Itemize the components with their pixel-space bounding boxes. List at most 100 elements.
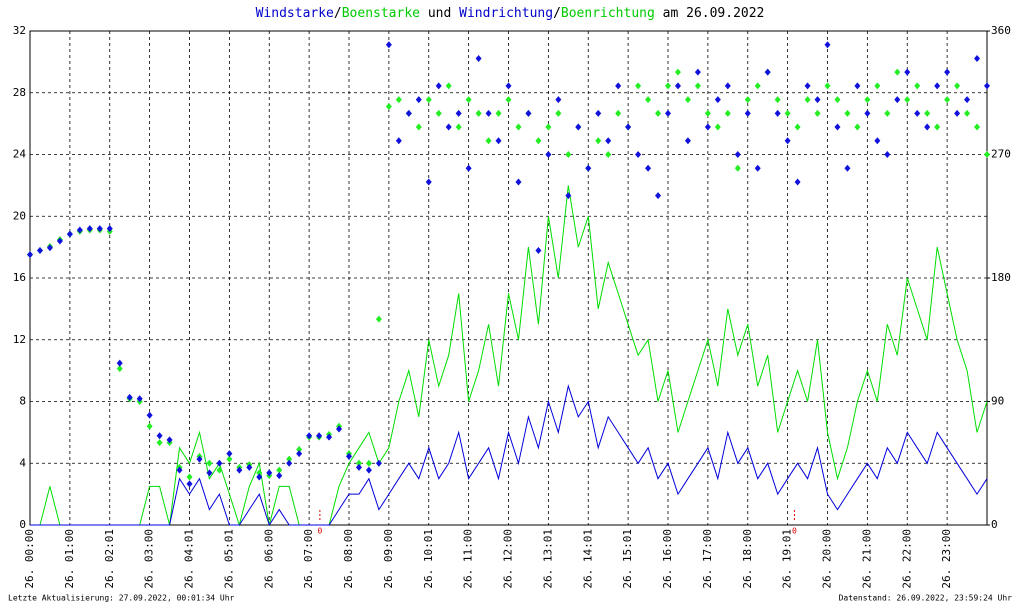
direction-point <box>485 137 492 145</box>
x-tick-label: 26. 20:00 <box>821 529 834 589</box>
direction-point <box>435 109 442 117</box>
direction-point <box>86 225 93 233</box>
direction-point <box>764 68 771 76</box>
y-tick-label: 28 <box>13 86 26 99</box>
direction-point <box>385 41 392 49</box>
x-tick-label: 26. 22:00 <box>900 529 913 589</box>
y-tick-label: 4 <box>19 456 26 469</box>
direction-point <box>934 82 941 90</box>
direction-point <box>276 472 283 480</box>
x-tick-label: 26. 21:00 <box>860 529 873 589</box>
direction-point <box>485 109 492 117</box>
direction-point <box>615 109 622 117</box>
title-part: Boenrichtung <box>561 6 655 21</box>
direction-point <box>954 82 961 90</box>
direction-point <box>535 247 542 255</box>
direction-point <box>505 96 512 104</box>
direction-point <box>954 109 961 117</box>
direction-point <box>864 96 871 104</box>
direction-point <box>545 123 552 131</box>
direction-point <box>575 123 582 131</box>
direction-point <box>605 151 612 158</box>
direction-point <box>684 137 691 145</box>
direction-point <box>724 82 731 90</box>
direction-point <box>136 395 143 403</box>
direction-point <box>475 109 482 117</box>
x-tick-label: 26. 14:01 <box>581 529 594 589</box>
direction-point <box>415 123 422 131</box>
direction-point <box>984 151 990 158</box>
direction-point <box>116 365 123 373</box>
title-part: Boenstarke <box>342 6 420 21</box>
direction-point <box>914 109 921 117</box>
direction-point <box>744 96 751 104</box>
direction-point <box>355 463 362 471</box>
direction-point <box>66 230 73 238</box>
x-tick-label: 26. 05:01 <box>222 529 235 589</box>
x-tick-label: 26. 12:00 <box>502 529 515 589</box>
direction-point <box>934 123 941 131</box>
direction-point <box>655 192 662 200</box>
direction-point <box>445 82 452 90</box>
x-tick-label: 26. 03:00 <box>143 529 156 589</box>
direction-point <box>156 432 163 440</box>
direction-point <box>844 109 851 117</box>
direction-point <box>226 450 233 458</box>
y-tick-label: 24 <box>13 148 27 161</box>
x-tick-label: 26. 17:00 <box>701 529 714 589</box>
direction-point <box>814 109 821 117</box>
direction-point <box>385 102 392 110</box>
direction-point <box>635 151 642 158</box>
direction-point <box>784 109 791 117</box>
x-tick-label: 26. 06:00 <box>262 529 275 589</box>
direction-point <box>565 192 572 200</box>
direction-point <box>306 432 313 440</box>
direction-point <box>256 473 263 481</box>
direction-point <box>316 432 323 440</box>
direction-point <box>854 82 861 90</box>
direction-point <box>286 455 293 463</box>
direction-point <box>246 463 253 471</box>
direction-point <box>515 123 522 131</box>
direction-point <box>964 96 971 104</box>
series-line <box>30 185 988 527</box>
direction-point <box>56 237 63 245</box>
direction-point <box>924 123 931 131</box>
x-tick-label: 26. 07:00 <box>302 529 315 589</box>
direction-point <box>824 41 831 49</box>
direction-point <box>296 446 303 454</box>
direction-point <box>286 459 293 467</box>
direction-point <box>355 459 362 467</box>
direction-point <box>595 109 602 117</box>
direction-point <box>445 123 452 131</box>
direction-point <box>395 96 402 104</box>
y-tick-label: 32 <box>13 24 26 37</box>
x-tick-label: 26. 08:00 <box>342 529 355 589</box>
direction-point <box>754 164 761 172</box>
direction-point <box>375 459 382 467</box>
direction-point <box>585 164 592 172</box>
direction-point <box>655 109 662 117</box>
direction-point <box>236 466 243 474</box>
direction-point <box>645 164 652 172</box>
y-tick-label: 20 <box>13 209 26 222</box>
direction-point <box>804 82 811 90</box>
direction-point <box>674 82 681 90</box>
x-tick-label: 26. 02:01 <box>103 529 116 589</box>
direction-point <box>36 247 43 255</box>
chart-title: Windstarke/Boenstarke und Windrichtung/B… <box>256 6 765 21</box>
y2-tick-label: 90 <box>991 395 1004 408</box>
direction-point <box>704 123 711 131</box>
direction-point <box>645 96 652 104</box>
x-tick-label: 26. 09:00 <box>382 529 395 589</box>
direction-point <box>455 123 462 131</box>
title-part: am 26.09.2022 <box>655 6 765 21</box>
direction-point <box>714 123 721 131</box>
direction-point <box>176 466 183 474</box>
direction-point <box>336 425 343 433</box>
direction-point <box>226 455 233 463</box>
y2-tick-label: 270 <box>991 148 1011 161</box>
direction-point <box>674 68 681 76</box>
footer-left: Letzte Aktualisierung: 27.09.2022, 00:01… <box>8 594 235 603</box>
